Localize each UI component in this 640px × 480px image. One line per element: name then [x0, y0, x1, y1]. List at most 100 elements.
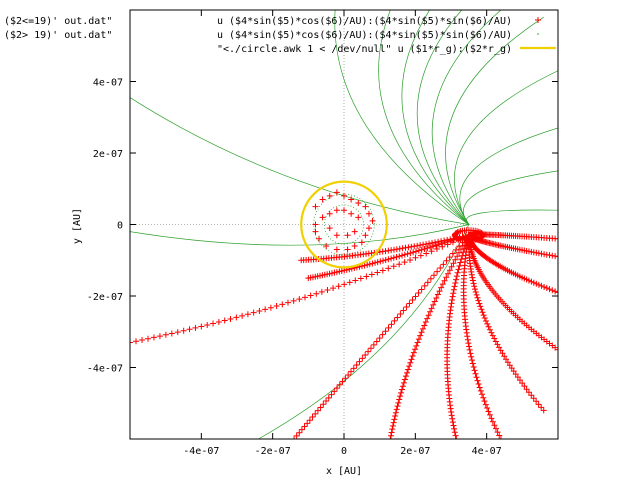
- y-tick-label: 2e-07: [93, 149, 123, 160]
- red-point: [555, 253, 558, 260]
- red-point: [482, 317, 489, 324]
- red-point: [484, 405, 491, 412]
- red-point: [365, 348, 372, 355]
- red-point: [174, 329, 181, 336]
- red-point: [445, 270, 452, 277]
- red-point: [454, 253, 461, 260]
- green-trajectory: [465, 209, 558, 225]
- red-point: [447, 237, 454, 244]
- red-point: [418, 329, 425, 336]
- green-series: [130, 10, 558, 439]
- red-point: [452, 279, 459, 286]
- red-point: [398, 386, 405, 393]
- red-point: [364, 261, 371, 268]
- red-point: [392, 413, 399, 420]
- red-point: [389, 426, 396, 433]
- legend: u ($4*sin($5)*cos($6)/AU):($4*sin($5)*si…: [217, 16, 556, 55]
- circle-series: [300, 180, 388, 269]
- green-trajectory: [416, 10, 470, 225]
- red-point: [552, 288, 558, 295]
- red-point: [462, 233, 469, 240]
- red-point: [333, 232, 340, 239]
- zero-lines: [130, 10, 558, 439]
- red-point: [453, 229, 460, 236]
- red-point: [421, 245, 428, 252]
- red-point: [433, 242, 440, 249]
- red-point: [304, 420, 311, 427]
- red-point: [210, 320, 217, 327]
- red-point: [418, 286, 425, 293]
- red-point: [452, 432, 459, 439]
- red-point: [455, 235, 462, 242]
- red-point: [450, 260, 457, 267]
- red-point: [466, 343, 473, 350]
- red-point: [139, 336, 146, 343]
- top-left-label-2: ($2> 19)' out.dat": [4, 30, 112, 41]
- red-point: [424, 245, 431, 252]
- red-point: [441, 239, 448, 246]
- red-point: [535, 281, 542, 288]
- red-point: [478, 229, 485, 236]
- red-point: [401, 376, 408, 383]
- red-point: [479, 309, 486, 316]
- red-point: [408, 243, 415, 250]
- red-point: [420, 241, 427, 248]
- red-point: [523, 386, 530, 393]
- red-point: [358, 239, 365, 246]
- red-point: [376, 335, 383, 342]
- red-point: [407, 359, 414, 366]
- red-point: [497, 436, 504, 439]
- red-point: [408, 356, 415, 363]
- red-point: [412, 254, 419, 261]
- red-point: [405, 366, 412, 373]
- red-point: [471, 367, 478, 374]
- red-point: [469, 360, 476, 367]
- x-axis: -4e-07 -2e-07 0 2e-07 4e-07: [183, 10, 502, 457]
- red-point: [474, 377, 481, 384]
- red-point: [130, 339, 133, 346]
- red-point: [541, 283, 548, 290]
- red-point: [319, 214, 326, 221]
- red-point: [486, 326, 493, 333]
- red-point: [317, 404, 324, 411]
- red-point: [448, 408, 455, 415]
- red-point: [471, 286, 478, 293]
- red-point: [443, 257, 450, 264]
- red-point: [450, 422, 457, 429]
- red-point: [412, 346, 419, 353]
- red-point: [475, 297, 482, 304]
- red-point: [449, 415, 456, 422]
- red-point: [491, 422, 498, 429]
- red-point: [374, 269, 381, 276]
- red-point: [306, 417, 313, 424]
- red-point: [446, 267, 453, 274]
- red-point: [382, 328, 389, 335]
- red-point: [355, 214, 362, 221]
- red-point: [427, 244, 434, 251]
- red-point: [425, 312, 432, 319]
- red-point: [326, 225, 333, 232]
- red-point: [484, 320, 491, 327]
- red-point: [479, 391, 486, 398]
- red-point: [444, 238, 451, 245]
- red-point: [452, 256, 459, 263]
- red-point: [488, 329, 495, 336]
- red-point: [468, 353, 475, 360]
- red-trajectory: [305, 232, 472, 282]
- red-point: [432, 239, 439, 246]
- legend-sample-green: [537, 33, 539, 35]
- red-point: [430, 243, 437, 250]
- red-point: [435, 238, 442, 245]
- red-point: [422, 319, 429, 326]
- green-trajectory: [130, 97, 469, 225]
- red-point: [414, 339, 421, 346]
- red-point: [413, 342, 420, 349]
- red-point: [496, 432, 503, 439]
- red-point: [451, 283, 458, 290]
- red-point: [430, 301, 437, 308]
- red-point: [472, 288, 479, 295]
- red-point: [530, 395, 537, 402]
- red-point: [433, 295, 440, 302]
- red-point: [435, 241, 442, 248]
- red-point: [233, 314, 240, 321]
